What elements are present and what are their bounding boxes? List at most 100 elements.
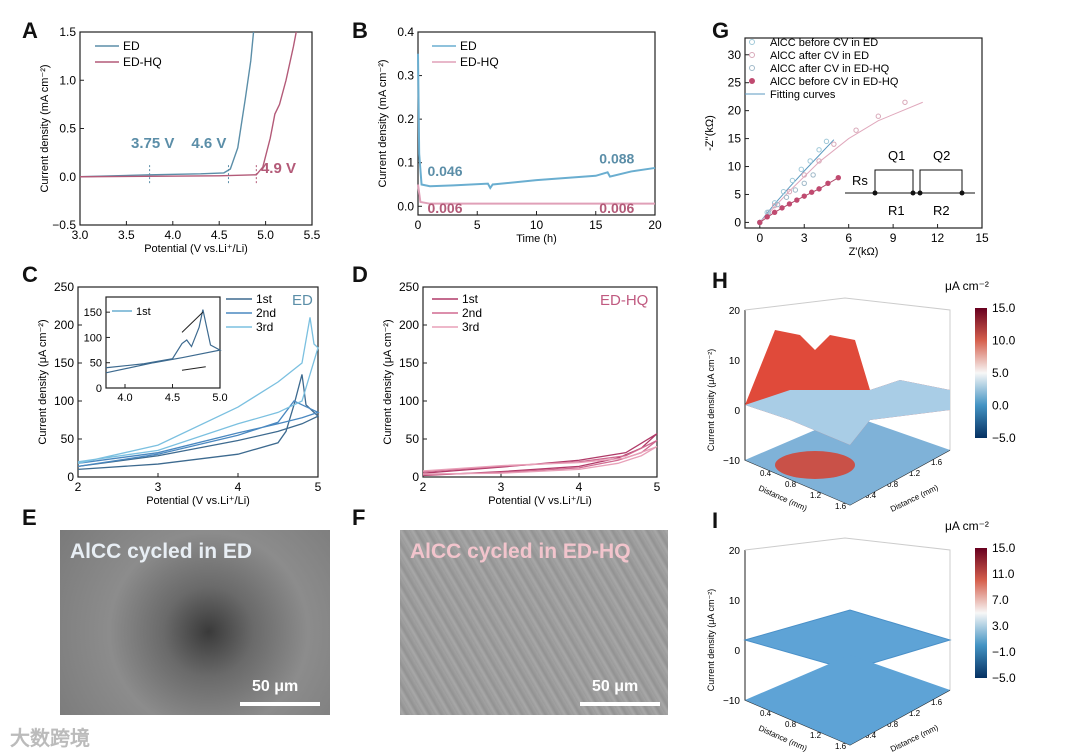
- y-tick-label: 100: [84, 332, 102, 344]
- panel-label-i: I: [712, 508, 719, 533]
- y-axis-label: Current density (mA cm⁻²): [377, 59, 389, 187]
- y-tick-label: 5: [734, 187, 741, 201]
- x-axis-label: Potential (V vs.Li⁺/Li): [144, 243, 248, 255]
- cycle-line-1st: [77, 374, 320, 471]
- data-point: [757, 219, 763, 226]
- panel-label-h: H: [712, 268, 728, 293]
- legend-marker: [749, 78, 755, 84]
- z-tick-label: −10: [723, 696, 740, 707]
- data-point: [764, 214, 770, 220]
- data-point: [771, 209, 778, 216]
- x-tick-label: 0: [756, 231, 763, 245]
- x-tick-label: 0.8: [785, 720, 797, 729]
- data-point: [801, 180, 807, 186]
- y-tick-label: 1.6: [931, 458, 943, 467]
- x-tick-label: 5.0: [212, 392, 227, 404]
- arrow-icon: [181, 311, 204, 333]
- data-point: [798, 166, 804, 173]
- colorbar-unit: μA cm⁻²: [945, 519, 989, 533]
- data-point: [786, 188, 793, 195]
- x-tick-label: 6: [845, 231, 852, 245]
- data-point: [831, 141, 837, 147]
- y-tick-label: 50: [90, 358, 102, 370]
- circuit-label: Q1: [888, 148, 905, 163]
- surface-flat: [743, 609, 952, 671]
- cycle-line-3rd: [77, 317, 319, 464]
- y-tick-label: 0.8: [887, 720, 899, 729]
- annotation-value: 0.046: [427, 163, 462, 179]
- panel-label-a: A: [22, 18, 38, 43]
- inset-line: [105, 309, 222, 374]
- x-axis-label: Distance (mm): [757, 724, 808, 754]
- colorbar-tick-label: −1.0: [992, 645, 1016, 659]
- x-tick-label: 3: [801, 231, 808, 245]
- x-tick-label: 5.5: [304, 228, 321, 242]
- chart-title-ed: ED: [292, 292, 313, 309]
- plot-frame: [79, 31, 313, 226]
- y-tick-label: 150: [399, 356, 419, 370]
- colorbar-tick-label: 15.0: [992, 301, 1016, 315]
- legend-label: 1st: [136, 306, 151, 318]
- annotation-value: 0.006: [599, 200, 634, 216]
- y-tick-label: 0: [96, 383, 102, 395]
- sem-image-ed: AlCC cycled in ED 50 μm: [60, 530, 330, 715]
- z-tick-label: 20: [729, 546, 741, 557]
- y-tick-label: 1.2: [909, 709, 921, 718]
- y-tick-label: 50: [61, 432, 75, 446]
- y-tick-label: 0.0: [397, 199, 414, 213]
- y-tick-label: 0.1: [397, 156, 414, 170]
- circuit-node: [959, 190, 965, 196]
- y-tick-label: 0.3: [397, 69, 414, 83]
- x-tick-label: 12: [931, 231, 945, 245]
- y-axis-label: -Z''(kΩ): [704, 115, 716, 151]
- cycle-line-3rd: [422, 445, 658, 475]
- legend-label: 2nd: [462, 306, 482, 320]
- data-point: [774, 201, 781, 208]
- series-line-ed-hq: [417, 184, 655, 205]
- data-point: [766, 209, 772, 216]
- colorbar-tick-label: −5.0: [992, 671, 1016, 685]
- legend-label: 3rd: [462, 320, 479, 334]
- y-tick-label: 150: [54, 356, 74, 370]
- y-tick-label: 1.0: [59, 73, 76, 87]
- x-tick-label: 9: [890, 231, 897, 245]
- x-axis-label: Potential (V vs.Li⁺/Li): [488, 495, 592, 507]
- plot-frame: [105, 296, 221, 389]
- x-tick-label: 2: [75, 480, 82, 494]
- y-tick-label: 0.0: [59, 170, 76, 184]
- series-line-ed-hq: [79, 31, 297, 178]
- x-tick-label: 15: [975, 231, 989, 245]
- x-tick-label: 4: [235, 480, 242, 494]
- annotation-value: 0.006: [427, 200, 462, 216]
- x-tick-label: 1.2: [810, 491, 822, 500]
- z-axis-label: Current density (μA cm⁻²): [706, 589, 716, 691]
- legend-label: 1st: [462, 292, 479, 306]
- plot-frame: [744, 37, 983, 229]
- x-tick-label: 4.0: [164, 228, 181, 242]
- legend-label: Fitting curves: [770, 89, 836, 101]
- panel-label-f: F: [352, 505, 366, 530]
- data-point: [780, 188, 787, 195]
- y-tick-label: 0.5: [59, 122, 76, 136]
- legend-label: ED-HQ: [123, 55, 162, 69]
- x-tick-label: 10: [530, 218, 544, 232]
- panel-label-e: E: [22, 505, 37, 530]
- annotation-3.75v: 3.75 V: [131, 135, 174, 152]
- circuit-label: R1: [888, 203, 905, 218]
- x-tick-label: 2: [420, 480, 427, 494]
- y-tick-label: 150: [84, 307, 102, 319]
- circuit-label: Q2: [933, 148, 950, 163]
- sem-image-ed-hq: AlCC cycled in ED-HQ 50 μm: [400, 530, 668, 715]
- y-tick-label: 0.2: [397, 112, 414, 126]
- panel-label-c: C: [22, 262, 38, 287]
- x-tick-label: 15: [589, 218, 603, 232]
- plot-frame: [77, 286, 319, 478]
- data-point: [853, 127, 859, 133]
- data-point: [807, 158, 813, 164]
- circuit-node: [910, 190, 916, 196]
- x-tick-label: 3: [498, 480, 505, 494]
- x-tick-label: 4.0: [117, 392, 132, 404]
- legend-label: 2nd: [256, 306, 276, 320]
- legend-label: ED: [123, 39, 140, 53]
- legend-label: 1st: [256, 292, 273, 306]
